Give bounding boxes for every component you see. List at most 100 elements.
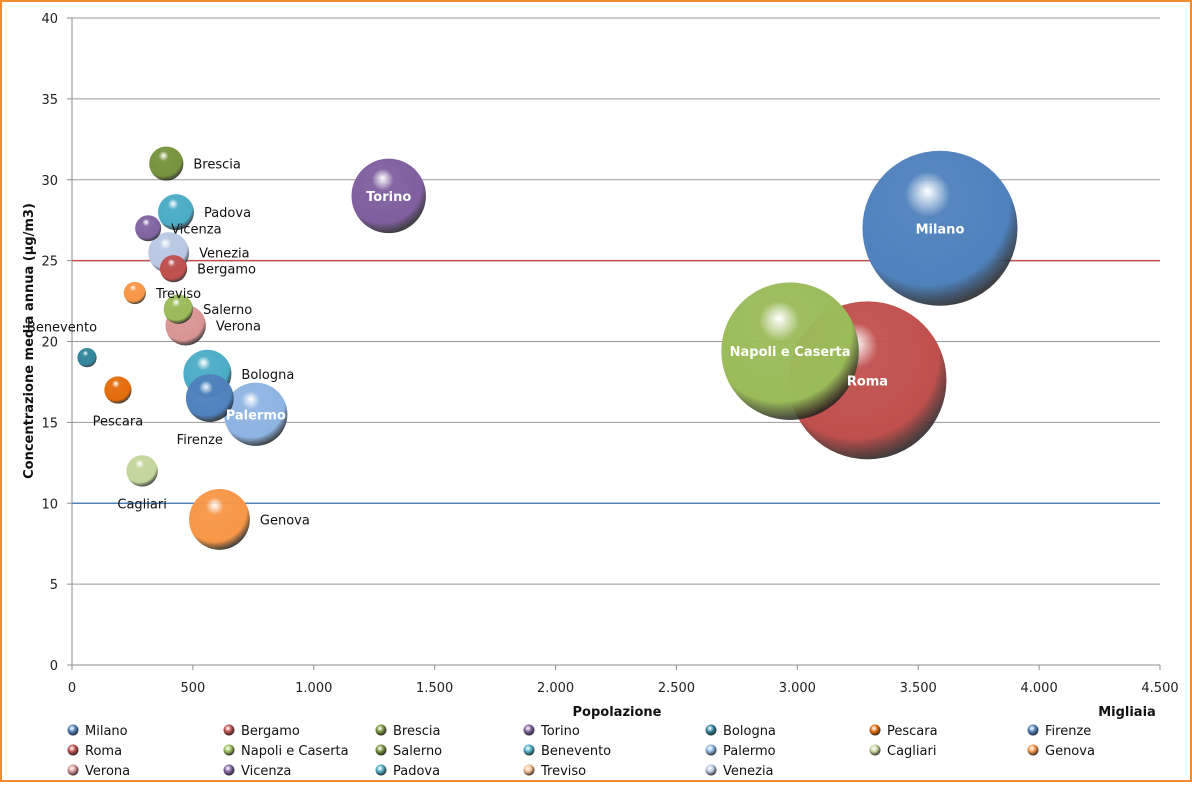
legend-marker-napoli-e-caserta: [223, 744, 235, 756]
legend-marker-verona: [67, 764, 79, 776]
bubble-padova: [157, 194, 194, 231]
y-axis-title: Concentrazione media annua (µg/m3): [22, 203, 37, 479]
legend-marker-torino: [523, 724, 535, 736]
legend-label-salerno: Salerno: [393, 744, 442, 759]
legend-label-genova: Genova: [1045, 744, 1095, 759]
legend-label-cagliari: Cagliari: [887, 744, 936, 759]
bubble-label-napoli-e-caserta: Napoli e Caserta: [730, 345, 851, 360]
legend-marker-treviso: [523, 764, 535, 776]
legend-label-verona: Verona: [85, 764, 130, 779]
legend-marker-bologna: [705, 724, 717, 736]
x-axis-title: Popolazione: [573, 705, 662, 720]
legend-label-milano: Milano: [85, 724, 128, 739]
legend-label-bologna: Bologna: [723, 724, 776, 739]
x-axis-unit-label: Migliaia: [1098, 705, 1156, 720]
bubble-label-bologna: Bologna: [241, 368, 294, 383]
bubble-label-torino: Torino: [366, 190, 411, 205]
legend-marker-salerno: [375, 744, 387, 756]
bubble-pescara: [104, 376, 132, 404]
x-tick-label: 1.500: [416, 681, 453, 696]
bubble-treviso: [123, 281, 146, 305]
y-tick-label: 40: [41, 12, 58, 27]
y-tick-label: 0: [50, 659, 58, 674]
legend-label-pescara: Pescara: [887, 724, 938, 739]
x-tick-labels: 0 500 1.000 1.500 2.000 2.500 3.000 3.500 4.000 4…: [68, 681, 1179, 696]
x-tick-label: 3.000: [779, 681, 816, 696]
legend-marker-cagliari: [869, 744, 881, 756]
legend-marker-brescia: [375, 724, 387, 736]
legend-label-firenze: Firenze: [1045, 724, 1091, 739]
bubble-label-benevento: Benevento: [27, 321, 97, 336]
legend-marker-benevento: [523, 744, 535, 756]
legend-marker-bergamo: [223, 724, 235, 736]
legend-marker-palermo: [705, 744, 717, 756]
y-tick-label: 35: [41, 93, 58, 108]
y-tick-label: 25: [41, 255, 58, 270]
bubble-label-palermo: Palermo: [226, 408, 286, 423]
x-tick-label: 2.000: [537, 681, 574, 696]
bubble-label-vicenza: Vicenza: [171, 222, 221, 237]
bubble-vicenza: [135, 215, 162, 242]
bubble-label-venezia: Venezia: [199, 247, 250, 262]
legend-marker-milano: [67, 724, 79, 736]
bubble-label-treviso: Treviso: [155, 287, 201, 302]
legend-label-vicenza: Vicenza: [241, 764, 291, 779]
axes: [71, 18, 1160, 666]
bubble-cagliari: [126, 455, 158, 487]
legend-marker-venezia: [705, 764, 717, 776]
bubble-label-milano: Milano: [916, 222, 965, 237]
bubble-genova: [189, 489, 250, 550]
bubble-firenze: [185, 374, 234, 422]
x-tick-label: 4.000: [1021, 681, 1058, 696]
x-tick-label: 500: [180, 681, 205, 696]
legend-label-torino: Torino: [540, 724, 580, 739]
legend-label-treviso: Treviso: [540, 764, 586, 779]
bubble-salerno: [163, 294, 194, 324]
bubble-label-cagliari: Cagliari: [117, 498, 166, 513]
legend-label-palermo: Palermo: [723, 744, 776, 759]
bubble-label-genova: Genova: [260, 513, 310, 528]
legend-marker-pescara: [869, 724, 881, 736]
bubble-label-padova: Padova: [204, 206, 251, 221]
bubble-palermo: [224, 382, 288, 446]
legend-label-napoli-e-caserta: Napoli e Caserta: [241, 744, 349, 759]
bubble-label-verona: Verona: [216, 319, 261, 334]
legend-label-benevento: Benevento: [541, 744, 611, 759]
bubble-bergamo: [159, 255, 188, 283]
bubble-label-firenze: Firenze: [177, 433, 223, 448]
legend-marker-padova: [375, 764, 387, 776]
y-tick-label: 15: [41, 416, 58, 431]
y-tick-label: 20: [41, 336, 58, 351]
legend-label-roma: Roma: [85, 744, 122, 759]
y-tick-label: 5: [50, 578, 58, 593]
bubble-label-brescia: Brescia: [193, 158, 240, 173]
bubbles: [77, 146, 1018, 550]
y-tick-label: 30: [41, 174, 58, 189]
x-tick-label: 2.500: [658, 681, 695, 696]
legend-marker-roma: [67, 744, 79, 756]
y-tick-labels: 0 5 10 15 20 25 30 35 40: [41, 12, 58, 674]
x-tick-label: 1.000: [295, 681, 332, 696]
bubble-label-roma: Roma: [847, 374, 888, 389]
y-tick-label: 10: [41, 497, 58, 512]
legend-marker-firenze: [1027, 724, 1039, 736]
bubble-benevento: [77, 348, 97, 368]
x-tick-label: 3.500: [900, 681, 937, 696]
legend: Milano Bergamo Brescia Torino Bologna Pescara…: [67, 724, 1095, 779]
legend-marker-vicenza: [223, 764, 235, 776]
bubble-label-bergamo: Bergamo: [197, 263, 256, 278]
legend-label-venezia: Venezia: [723, 764, 774, 779]
legend-label-brescia: Brescia: [393, 724, 440, 739]
x-tick-label: 0: [68, 681, 76, 696]
legend-marker-genova: [1027, 744, 1039, 756]
x-tick-label: 4.500: [1141, 681, 1178, 696]
legend-label-bergamo: Bergamo: [241, 724, 300, 739]
bubble-napoli-e-caserta: [721, 282, 859, 420]
bubble-label-pescara: Pescara: [93, 415, 144, 430]
bubble-label-salerno: Salerno: [203, 303, 252, 318]
bubble-torino: [351, 158, 426, 234]
